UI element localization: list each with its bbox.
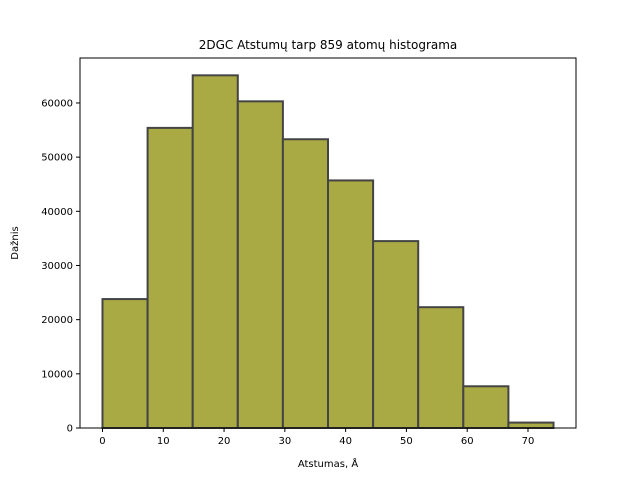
x-tick-label: 0 bbox=[99, 436, 105, 447]
y-axis-ticks: 0 10000 20000 30000 40000 50000 60000 bbox=[41, 98, 80, 435]
x-tick-label: 70 bbox=[522, 436, 535, 447]
y-tick-label: 10000 bbox=[41, 369, 73, 380]
histogram-bar bbox=[146, 126, 194, 429]
histogram-bar bbox=[281, 138, 329, 429]
x-tick-label: 30 bbox=[278, 436, 291, 447]
x-tick-label: 10 bbox=[157, 436, 170, 447]
x-axis-ticks: 0 10 20 30 40 50 60 70 bbox=[99, 428, 534, 447]
histogram-bar bbox=[236, 100, 284, 429]
histogram-bar bbox=[101, 298, 149, 429]
histogram-bar bbox=[327, 179, 375, 429]
y-tick-label: 60000 bbox=[41, 98, 73, 109]
chart-title: 2DGC Atstumų tarp 859 atomų histograma bbox=[199, 38, 458, 52]
y-tick-label: 0 bbox=[67, 424, 73, 435]
y-tick-label: 30000 bbox=[41, 261, 73, 272]
x-tick-label: 50 bbox=[400, 436, 413, 447]
x-axis-label: Atstumas, Å bbox=[298, 457, 358, 470]
histogram-bar bbox=[372, 240, 420, 429]
bars-group bbox=[101, 74, 555, 430]
histogram-bar bbox=[507, 421, 555, 430]
y-axis-label: Dažnis bbox=[9, 226, 21, 259]
x-tick-label: 60 bbox=[461, 436, 474, 447]
plot-frame bbox=[79, 57, 577, 429]
histogram-bar bbox=[417, 306, 465, 429]
histogram-bar bbox=[462, 385, 510, 429]
y-tick-label: 40000 bbox=[41, 207, 73, 218]
x-tick-label: 20 bbox=[218, 436, 231, 447]
y-tick-label: 20000 bbox=[41, 315, 73, 326]
histogram-bar bbox=[191, 74, 239, 429]
y-tick-label: 50000 bbox=[41, 153, 73, 164]
x-tick-label: 40 bbox=[339, 436, 352, 447]
